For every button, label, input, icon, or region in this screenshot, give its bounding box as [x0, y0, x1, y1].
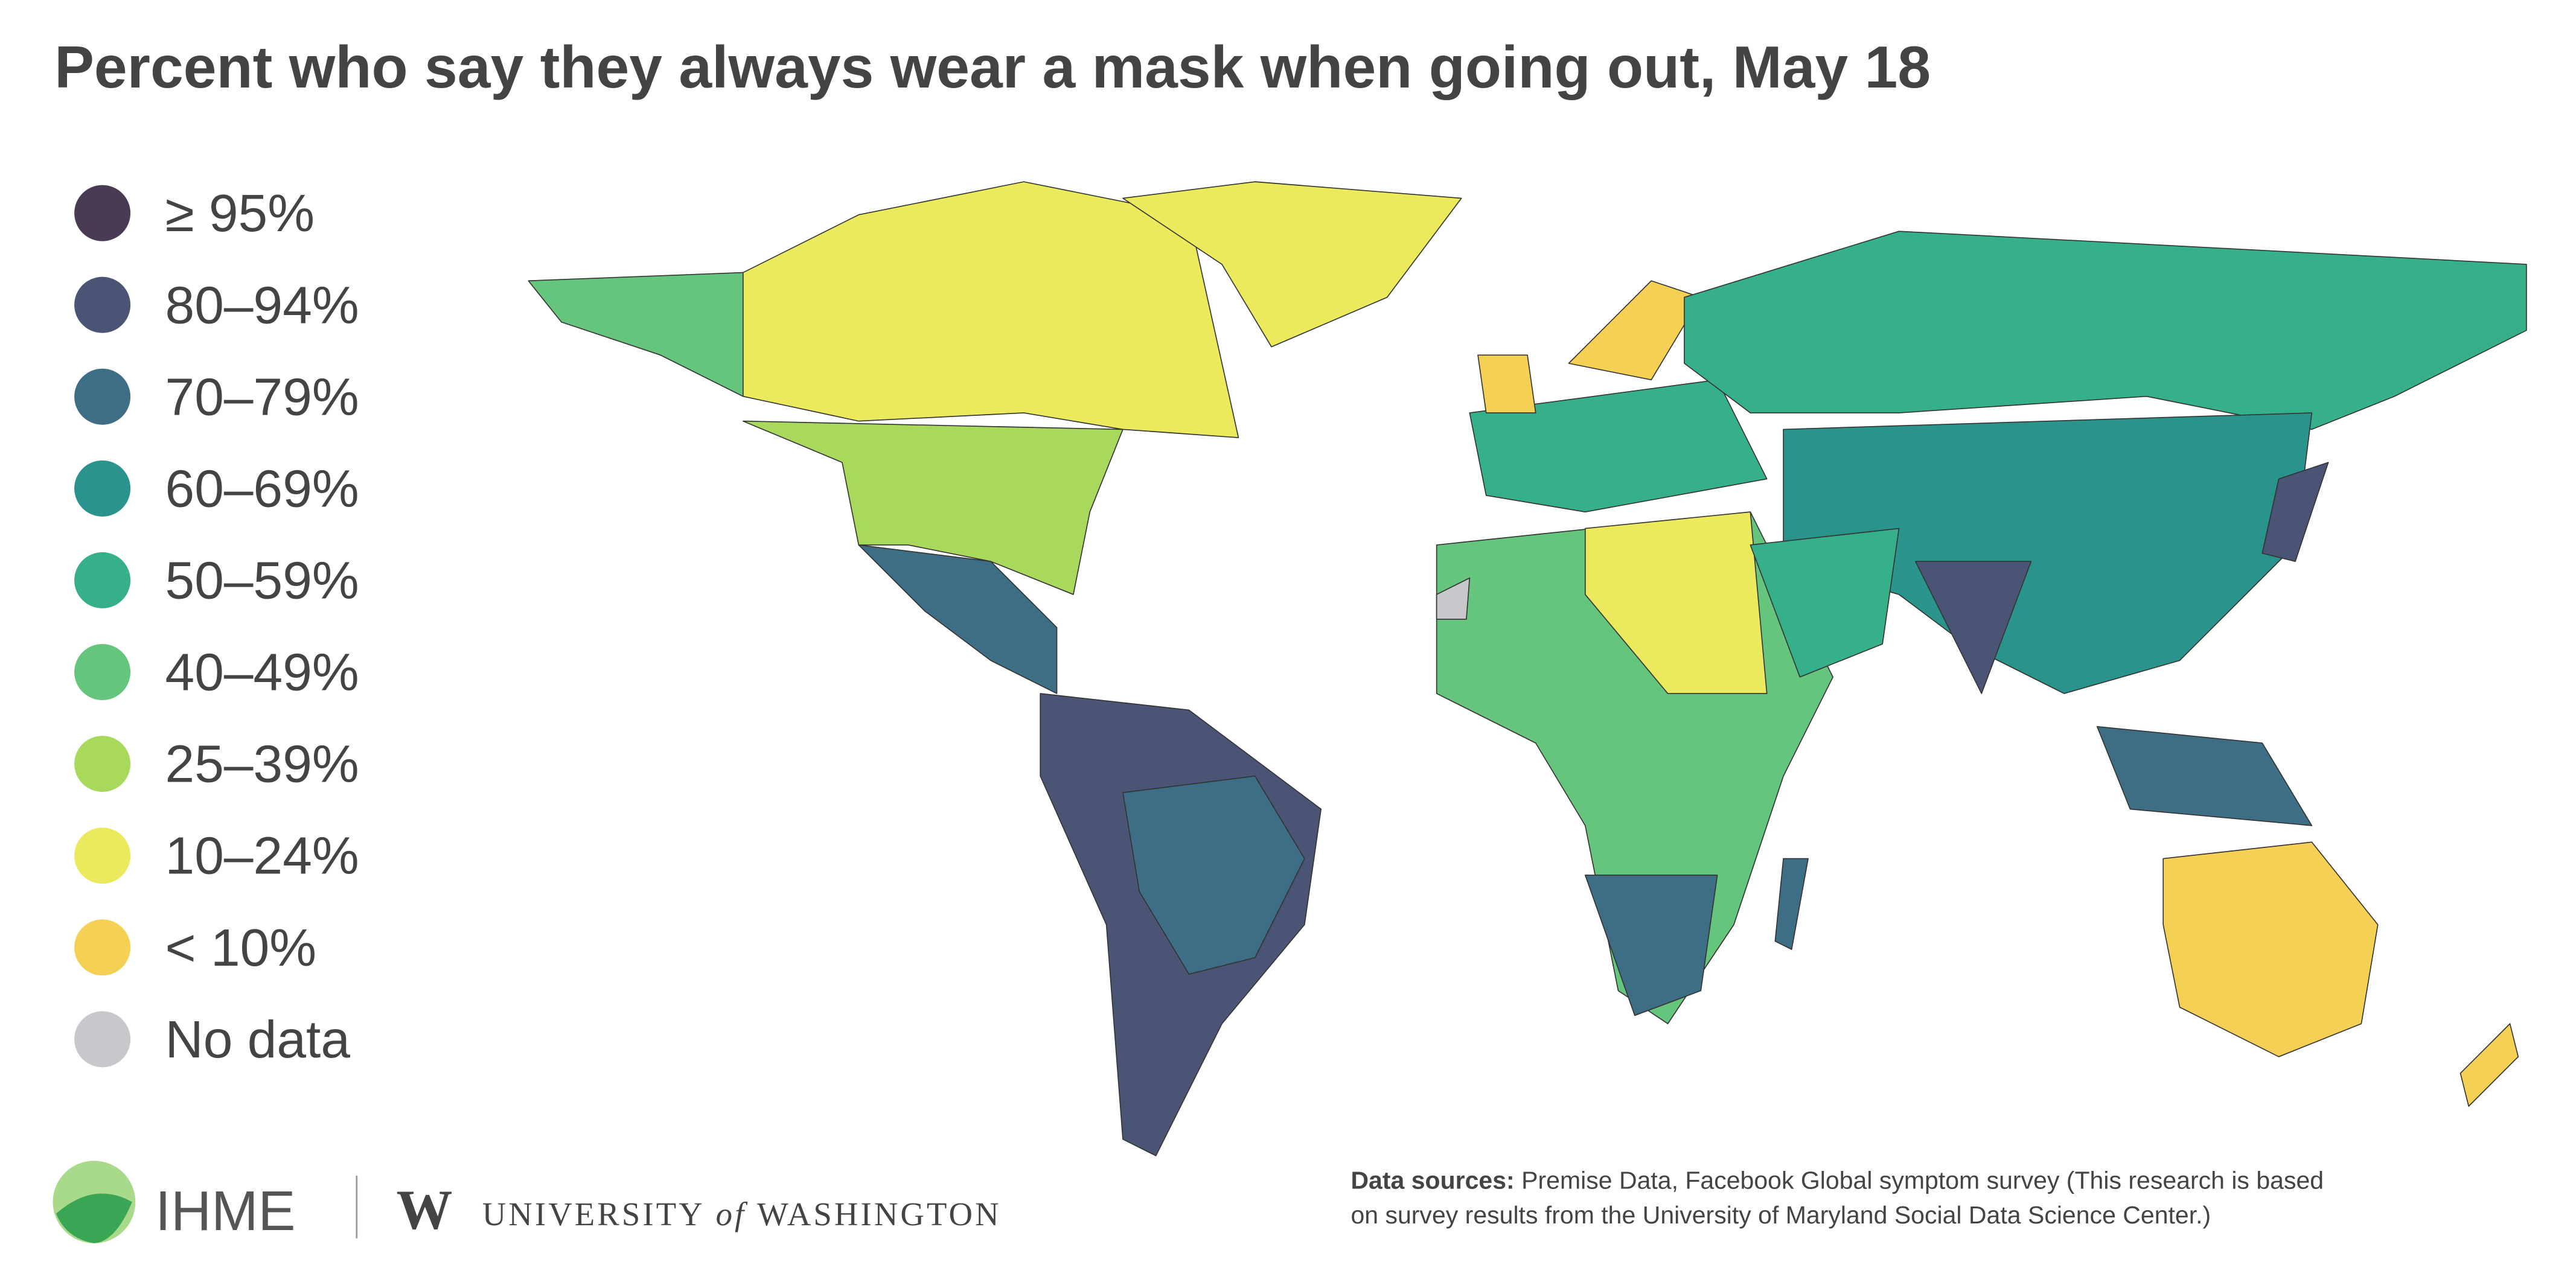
legend-swatch: [74, 919, 131, 976]
uw-of: of: [716, 1196, 748, 1232]
legend-label: 10–24%: [165, 826, 359, 885]
source-line: on survey results from the University of…: [1350, 1201, 2211, 1229]
title: Percent who say they always wear a mask …: [54, 34, 1931, 100]
ihme-logo: IHME: [53, 1161, 296, 1243]
legend-swatch: [74, 1011, 131, 1068]
uw-name: UNIVERSITY of WASHINGTON: [482, 1196, 1002, 1232]
world-map: [528, 181, 2527, 1156]
region: [2261, 462, 2329, 563]
region: [1122, 775, 1305, 975]
uw-mark: W: [396, 1179, 452, 1241]
region: [2459, 1023, 2519, 1107]
source-label: Data sources:: [1350, 1167, 1514, 1194]
legend-swatch: [74, 827, 131, 884]
legend-label: No data: [165, 1010, 351, 1069]
legend: ≥ 95% 80–94% 70–79% 60–69% 50–59% 40–49% 25–39…: [74, 183, 359, 1069]
region: [1568, 280, 1702, 381]
legend-label: 60–69%: [165, 459, 359, 518]
source-text: Premise Data, Facebook Global symptom su…: [1521, 1167, 2324, 1194]
legend-swatch: [74, 276, 131, 333]
legend-swatch: [74, 368, 131, 425]
legend-label: ≥ 95%: [165, 183, 315, 243]
legend-label: 40–49%: [165, 643, 359, 702]
legend-swatch: [74, 644, 131, 700]
region: [1477, 354, 1536, 413]
region: [1684, 231, 2527, 430]
region: [2162, 841, 2379, 1057]
region: [1750, 528, 1900, 678]
ihme-mark-leaf: [56, 1193, 132, 1243]
region: [1122, 181, 1462, 348]
uw-name-2: WASHINGTON: [757, 1196, 1002, 1232]
region: [2096, 725, 2313, 826]
region: [1585, 875, 1718, 1016]
region: [743, 181, 1239, 438]
sources: Data sources: Premise Data, Facebook Glo…: [1350, 1167, 2324, 1229]
legend-label: 25–39%: [165, 735, 359, 794]
legend-label: 80–94%: [165, 275, 359, 334]
ihme-text: IHME: [155, 1179, 295, 1242]
legend-label: 70–79%: [165, 367, 359, 426]
uw-name-1: UNIVERSITY: [482, 1196, 705, 1232]
legend-swatch: [74, 552, 131, 608]
region: [528, 272, 744, 397]
uw-logo: W UNIVERSITY of WASHINGTON: [396, 1179, 1002, 1241]
region: [1585, 511, 1768, 694]
legend-label: 50–59%: [165, 551, 359, 610]
source-line: Data sources: Premise Data, Facebook Glo…: [1350, 1167, 2324, 1194]
legend-swatch: [74, 736, 131, 792]
region: [1774, 858, 1809, 950]
region: [1436, 577, 1471, 620]
region: [858, 544, 1058, 694]
legend-label: < 10%: [165, 918, 317, 977]
region: [1469, 379, 1768, 513]
region: [1915, 561, 2032, 694]
legend-swatch: [74, 185, 131, 241]
legend-swatch: [74, 460, 131, 517]
